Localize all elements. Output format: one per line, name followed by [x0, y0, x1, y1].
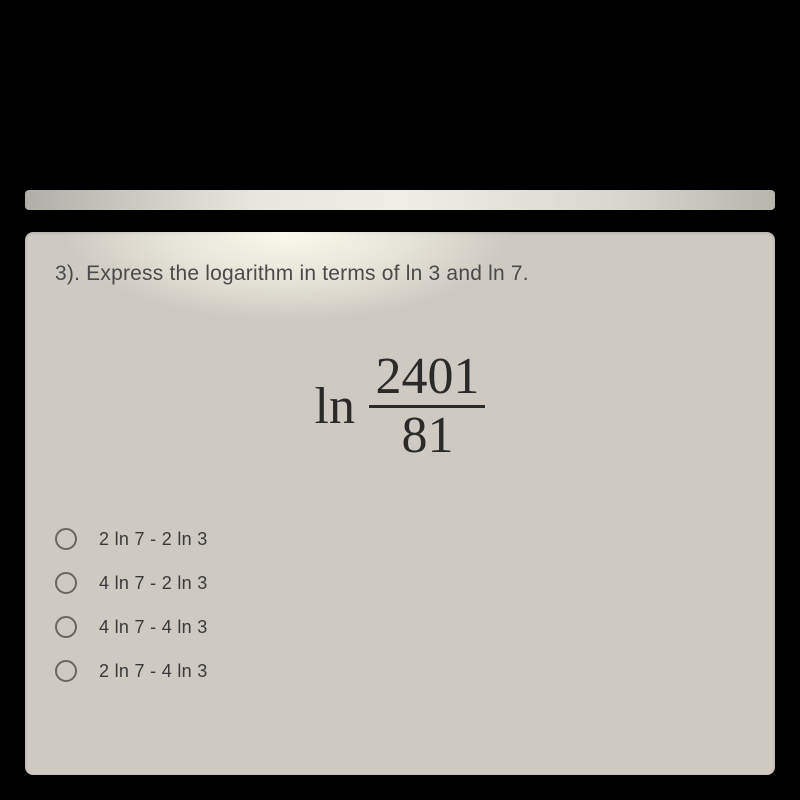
radio-icon — [55, 572, 77, 594]
previous-card-edge — [25, 190, 775, 210]
question-text-body: Express the logarithm in terms of ln 3 a… — [86, 262, 529, 285]
option-label: 4 ln 7 - 2 ln 3 — [99, 573, 208, 594]
radio-icon — [55, 660, 77, 682]
ln-operator: ln — [315, 377, 355, 436]
answer-options: 2 ln 7 - 2 ln 3 4 ln 7 - 2 ln 3 4 ln 7 -… — [55, 517, 745, 693]
option-d[interactable]: 2 ln 7 - 4 ln 3 — [55, 649, 745, 693]
option-label: 2 ln 7 - 2 ln 3 — [99, 529, 208, 550]
option-label: 2 ln 7 - 4 ln 3 — [99, 661, 208, 682]
option-label: 4 ln 7 - 4 ln 3 — [99, 617, 208, 638]
question-number: 3). — [55, 262, 80, 285]
numerator: 2401 — [369, 351, 485, 408]
math-expression: ln 2401 81 — [55, 351, 745, 462]
option-b[interactable]: 4 ln 7 - 2 ln 3 — [55, 561, 745, 605]
question-prompt: 3). Express the logarithm in terms of ln… — [55, 262, 745, 286]
denominator: 81 — [369, 408, 485, 462]
radio-icon — [55, 528, 77, 550]
question-card: 3). Express the logarithm in terms of ln… — [25, 232, 775, 775]
option-c[interactable]: 4 ln 7 - 4 ln 3 — [55, 605, 745, 649]
radio-icon — [55, 616, 77, 638]
fraction: 2401 81 — [369, 351, 485, 462]
option-a[interactable]: 2 ln 7 - 2 ln 3 — [55, 517, 745, 561]
